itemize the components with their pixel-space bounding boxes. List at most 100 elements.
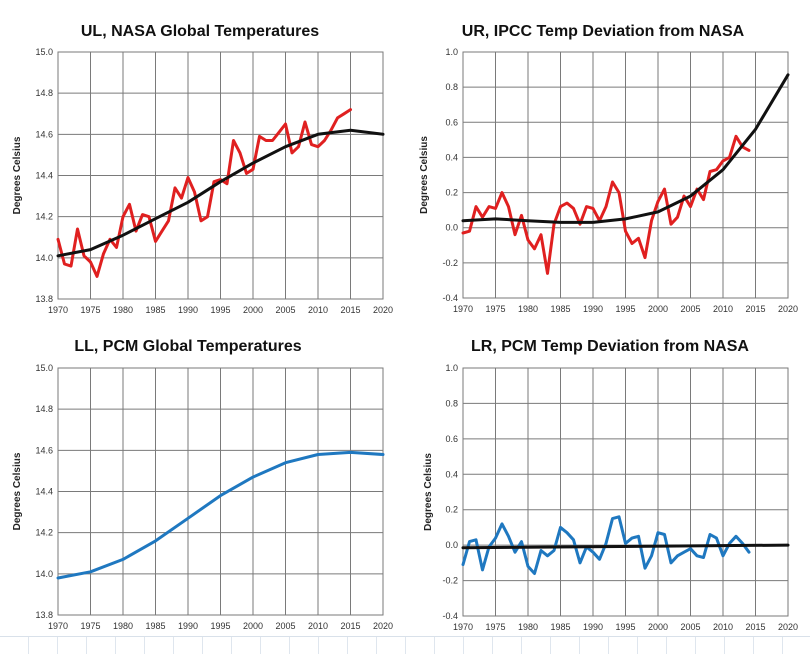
y-tick-label: 0.6: [445, 434, 458, 444]
y-tick-label: 1.0: [445, 47, 458, 57]
x-tick-label: 1980: [518, 304, 538, 314]
chart-ll: LL, PCM Global Temperatures Degrees Celsi…: [0, 318, 405, 636]
x-tick-label: 2020: [778, 304, 798, 314]
x-tick-label: 2005: [680, 622, 700, 632]
y-tick-label: 15.0: [35, 47, 53, 57]
x-tick-label: 1990: [178, 621, 198, 631]
y-tick-label: 14.0: [35, 253, 53, 263]
chart-lr: LR, PCM Temp Deviation from NASA Degrees …: [405, 318, 810, 636]
y-tick-label: 14.8: [35, 88, 53, 98]
y-tick-label: 14.6: [35, 129, 53, 139]
x-tick-label: 1975: [485, 304, 505, 314]
chart-ur: UR, IPCC Temp Deviation from NASA Degrees…: [405, 0, 810, 318]
y-axis-label: Degrees Celsius: [419, 136, 430, 214]
x-tick-label: 1995: [210, 305, 230, 315]
series-line-1: [56, 108, 352, 278]
x-tick-label: 1970: [48, 305, 68, 315]
y-tick-label: 14.8: [35, 404, 53, 414]
chart-ll-svg: LL, PCM Global Temperatures Degrees Celsi…: [12, 338, 393, 631]
y-tick-label: 14.2: [35, 212, 53, 222]
y-tick-label: 0.2: [445, 505, 458, 515]
y-tick-label: -0.2: [442, 576, 458, 586]
x-tick-label: 2000: [648, 304, 668, 314]
x-tick-label: 1985: [145, 305, 165, 315]
chart-lr-svg: LR, PCM Temp Deviation from NASA Degrees …: [423, 338, 798, 632]
x-tick-label: 2000: [243, 305, 263, 315]
y-tick-label: 0.0: [445, 223, 458, 233]
x-tick-label: 1990: [178, 305, 198, 315]
x-tick-label: 1995: [615, 304, 635, 314]
chart-ul-svg: UL, NASA Global Temperatures Degrees Cels…: [12, 23, 393, 315]
y-tick-label: 14.0: [35, 569, 53, 579]
x-tick-label: 1995: [210, 621, 230, 631]
y-tick-label: 14.6: [35, 445, 53, 455]
y-tick-label: 0.0: [445, 540, 458, 550]
chart-title: UL, NASA Global Temperatures: [81, 23, 319, 40]
x-tick-label: 1970: [453, 304, 473, 314]
series-line-2: [461, 543, 790, 550]
x-tick-label: 2010: [308, 621, 328, 631]
x-tick-label: 2015: [340, 305, 360, 315]
y-tick-label: 13.8: [35, 294, 53, 304]
y-tick-label: 14.4: [35, 171, 53, 181]
x-tick-label: 1975: [485, 622, 505, 632]
series-line-2: [56, 128, 385, 258]
chart-title: LL, PCM Global Temperatures: [74, 338, 301, 355]
x-tick-label: 1975: [80, 621, 100, 631]
y-tick-label: 14.4: [35, 487, 53, 497]
x-tick-label: 1985: [145, 621, 165, 631]
y-tick-label: 1.0: [445, 363, 458, 373]
y-tick-label: 0.2: [445, 188, 458, 198]
x-tick-label: 1975: [80, 305, 100, 315]
y-tick-label: 13.8: [35, 610, 53, 620]
x-tick-label: 2005: [680, 304, 700, 314]
x-tick-label: 1980: [518, 622, 538, 632]
y-axis-label: Degrees Celsius: [12, 136, 23, 214]
bottom-grid-strip: [0, 636, 810, 654]
y-axis-label: Degrees Celsius: [423, 453, 434, 531]
x-tick-label: 2020: [373, 621, 393, 631]
chart-ul: UL, NASA Global Temperatures Degrees Cels…: [0, 0, 405, 318]
x-tick-label: 1990: [583, 622, 603, 632]
y-tick-label: 15.0: [35, 363, 53, 373]
x-tick-label: 1980: [113, 305, 133, 315]
x-tick-label: 2010: [713, 622, 733, 632]
y-tick-label: 0.8: [445, 398, 458, 408]
y-tick-label: 0.8: [445, 82, 458, 92]
y-tick-label: 0.4: [445, 152, 458, 162]
y-tick-label: 0.6: [445, 117, 458, 127]
x-tick-label: 1995: [615, 622, 635, 632]
plot-frame: [462, 51, 789, 299]
x-tick-label: 2010: [308, 305, 328, 315]
chart-title: LR, PCM Temp Deviation from NASA: [471, 338, 749, 355]
series-line-1: [461, 134, 751, 275]
x-tick-label: 1970: [453, 622, 473, 632]
x-tick-label: 1985: [550, 622, 570, 632]
plot-frame: [57, 367, 384, 616]
x-tick-label: 2020: [778, 622, 798, 632]
y-axis-label: Degrees Celsius: [12, 452, 23, 530]
y-tick-label: 0.4: [445, 469, 458, 479]
series-line-2: [461, 73, 790, 224]
x-tick-label: 1985: [550, 304, 570, 314]
x-tick-label: 2000: [648, 622, 668, 632]
x-tick-label: 1990: [583, 304, 603, 314]
y-tick-label: -0.2: [442, 258, 458, 268]
y-tick-label: 14.2: [35, 528, 53, 538]
x-tick-label: 2005: [275, 305, 295, 315]
x-tick-label: 2005: [275, 621, 295, 631]
plot-frame: [57, 51, 384, 300]
x-tick-label: 2015: [745, 622, 765, 632]
series-line-1: [56, 450, 385, 580]
y-tick-label: -0.4: [442, 611, 458, 621]
chart-ur-svg: UR, IPCC Temp Deviation from NASA Degrees…: [419, 23, 798, 314]
series-line-1: [461, 515, 751, 575]
x-tick-label: 1970: [48, 621, 68, 631]
x-tick-label: 2015: [745, 304, 765, 314]
x-tick-label: 2000: [243, 621, 263, 631]
x-tick-label: 2010: [713, 304, 733, 314]
x-tick-label: 2020: [373, 305, 393, 315]
x-tick-label: 2015: [340, 621, 360, 631]
x-tick-label: 1980: [113, 621, 133, 631]
chart-title: UR, IPCC Temp Deviation from NASA: [462, 23, 745, 40]
